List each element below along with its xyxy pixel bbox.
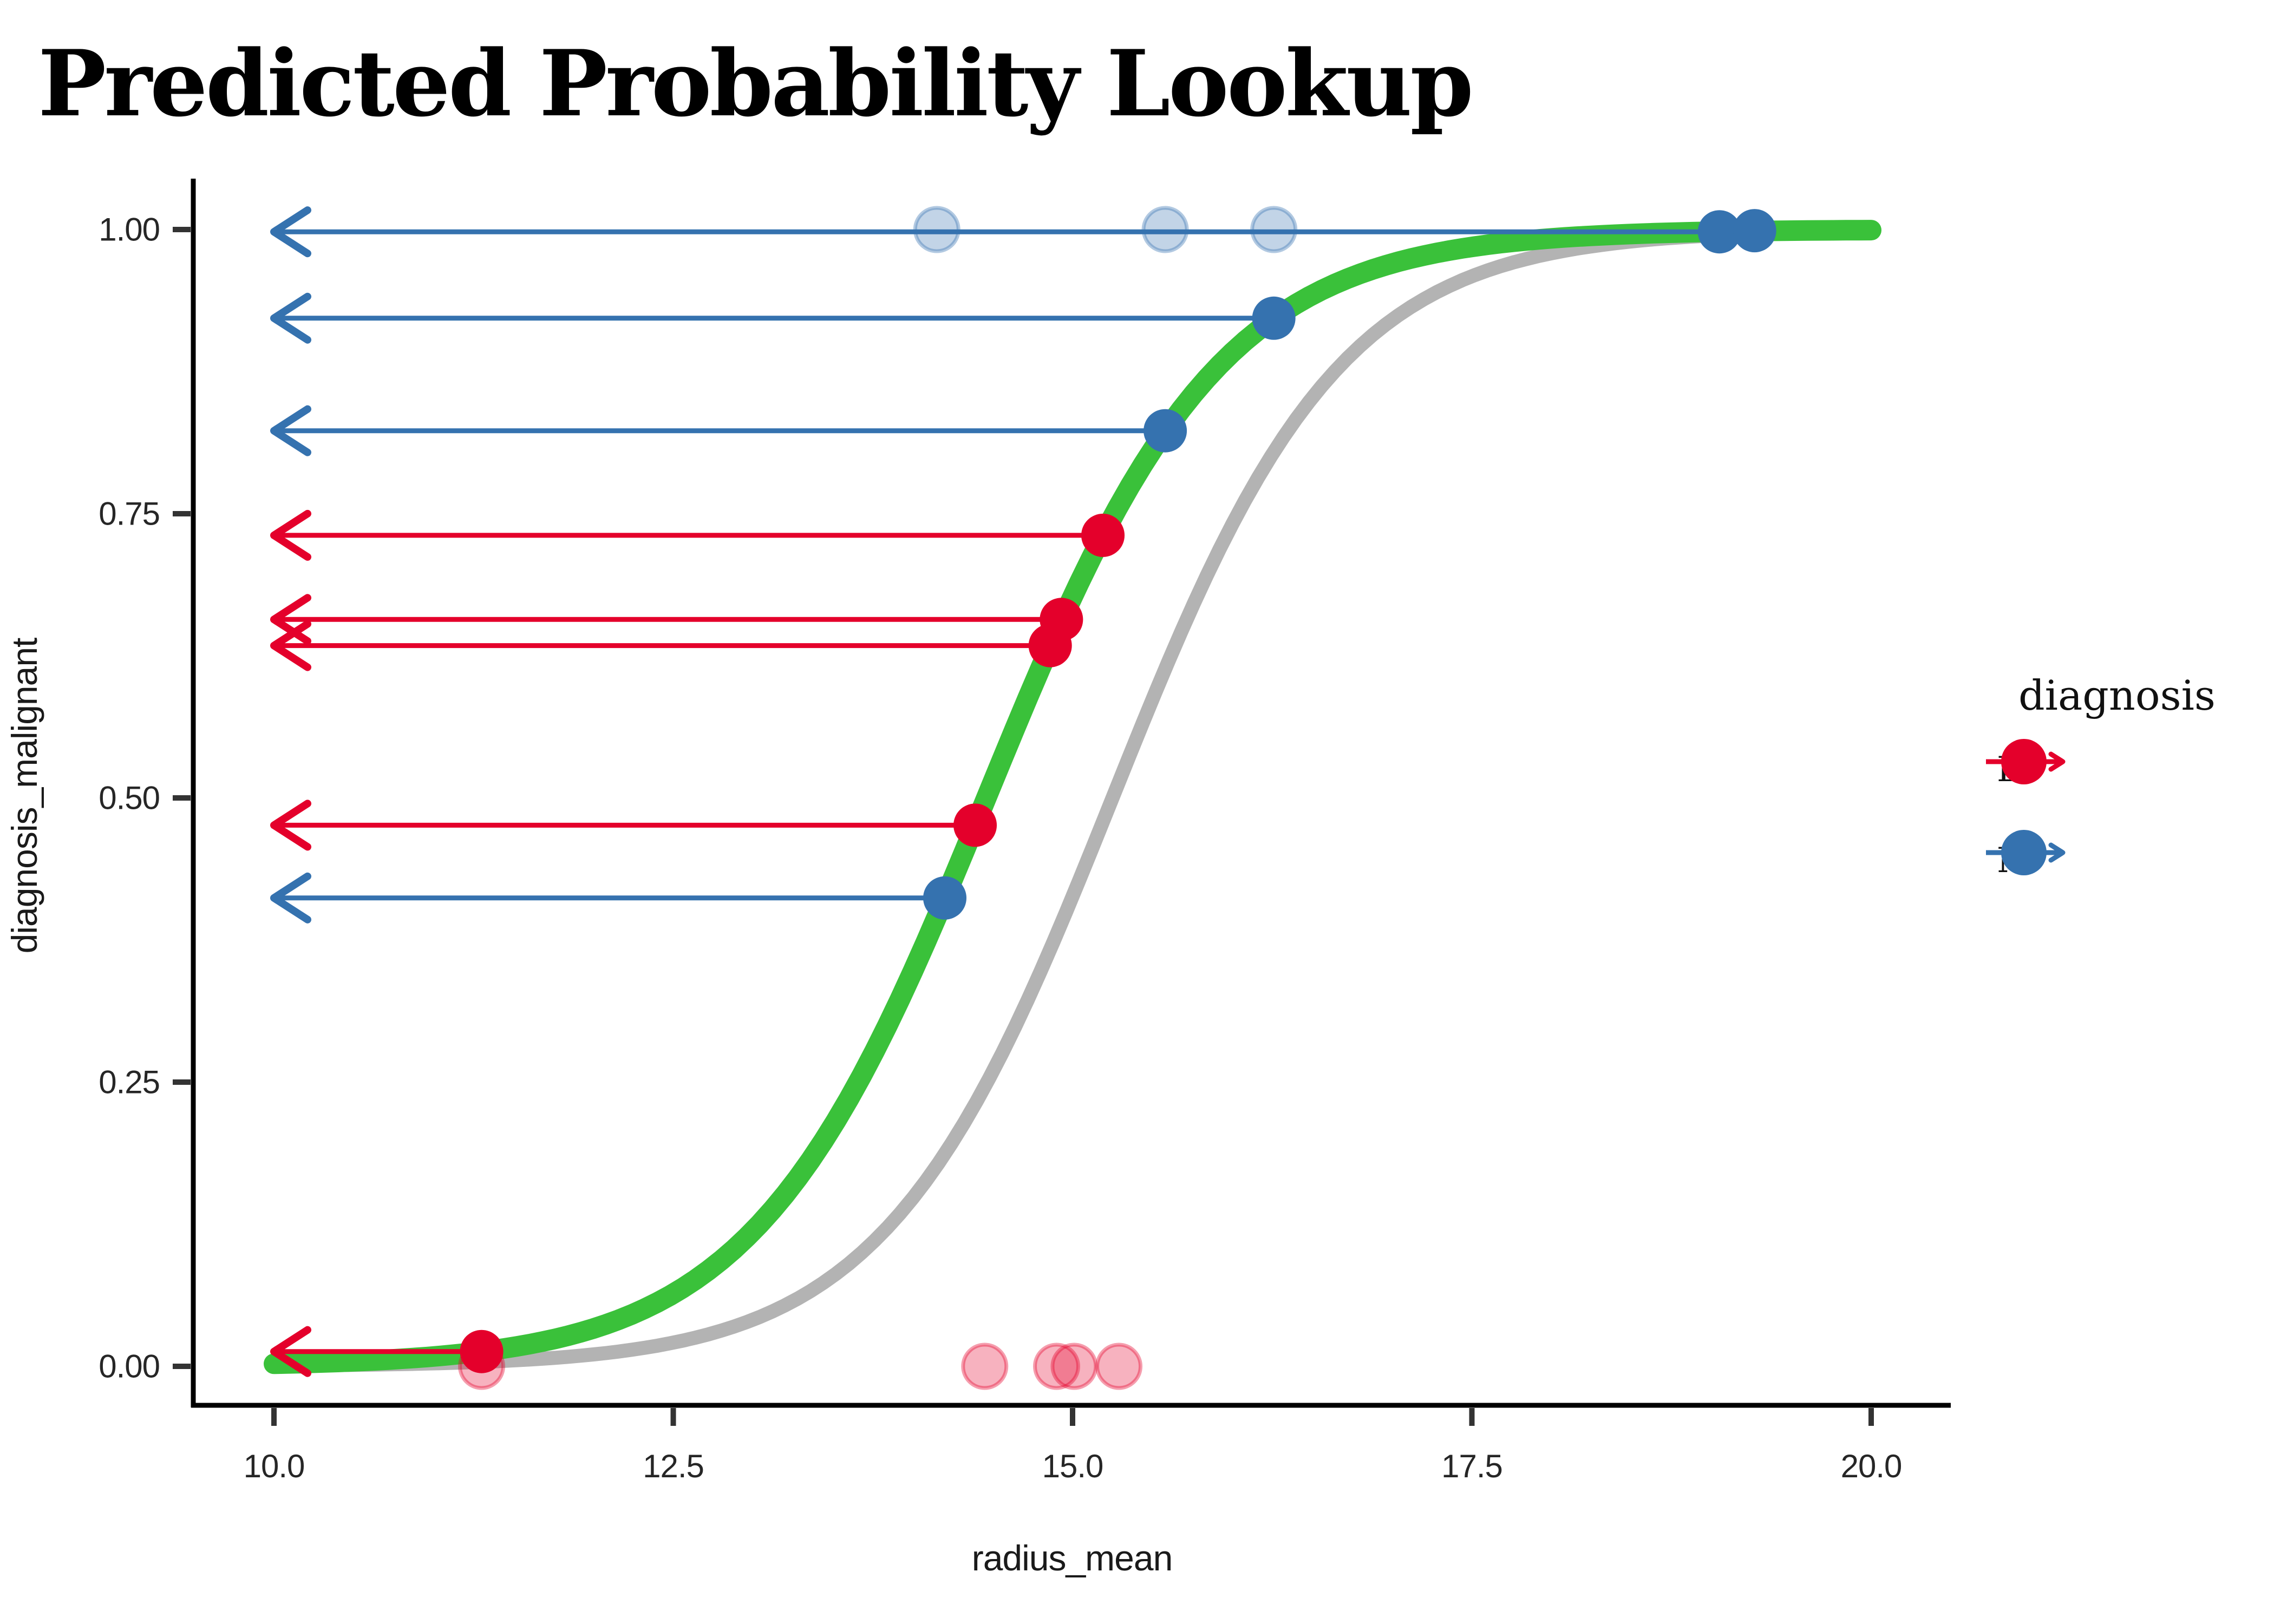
x-tick-label: 15.0 xyxy=(1042,1448,1104,1484)
x-tick-label: 20.0 xyxy=(1840,1448,1903,1484)
y-axis-title: diagnosis_malignant xyxy=(4,638,44,954)
lookup-arrowhead-B xyxy=(270,1326,311,1377)
legend-item-benign: B xyxy=(1982,729,2274,810)
predicted-point-M xyxy=(1143,409,1187,453)
legend-title: diagnosis xyxy=(2018,671,2216,719)
lookup-arrowhead-M xyxy=(270,405,311,456)
chart-title: Predicted Probability Lookup xyxy=(38,30,1474,137)
x-tick-label: 10.0 xyxy=(243,1448,305,1484)
x-tick-label: 12.5 xyxy=(643,1448,704,1484)
predicted-point-M xyxy=(923,876,966,920)
logistic_fit_green-curve xyxy=(264,220,1881,1374)
y-tick-label: 0.00 xyxy=(99,1348,160,1385)
y-tick-label: 0.25 xyxy=(99,1064,160,1101)
lookup-arrowhead-M xyxy=(270,872,311,924)
logistic_fit_gray-curve xyxy=(267,224,1878,1373)
lookup-arrowhead-M xyxy=(270,292,311,344)
y-tick-label: 1.00 xyxy=(99,211,160,248)
observed-point-B xyxy=(1033,1343,1080,1390)
predicted-point-B xyxy=(1040,598,1083,641)
lookup-arrowhead-B xyxy=(270,509,311,561)
predicted-point-B xyxy=(953,803,997,847)
x-axis-title: radius_mean xyxy=(971,1538,1173,1578)
y-tick-label: 0.75 xyxy=(99,495,160,532)
predicted-point-M xyxy=(1252,296,1296,340)
y-tick-label: 0.50 xyxy=(99,780,160,816)
legend-item-malignant: M xyxy=(1982,820,2274,901)
benign-point-arrow-icon xyxy=(1986,739,2066,784)
predicted-point-M xyxy=(1697,210,1741,254)
lookup-arrowhead-B xyxy=(270,800,311,851)
legend: diagnosis B M xyxy=(1982,671,2274,901)
predicted-point-M xyxy=(1733,209,1776,253)
lookup-arrowhead-B xyxy=(270,594,311,645)
observed-point-B xyxy=(961,1343,1009,1390)
malignant-point-arrow-icon xyxy=(1986,830,2066,875)
lookup-arrowhead-M xyxy=(270,206,311,258)
observed-point-B xyxy=(1050,1343,1098,1390)
observed-point-B xyxy=(1095,1343,1143,1390)
predicted-point-B xyxy=(460,1330,504,1373)
x-tick-label: 17.5 xyxy=(1441,1448,1503,1484)
predicted-point-B xyxy=(1081,513,1125,557)
